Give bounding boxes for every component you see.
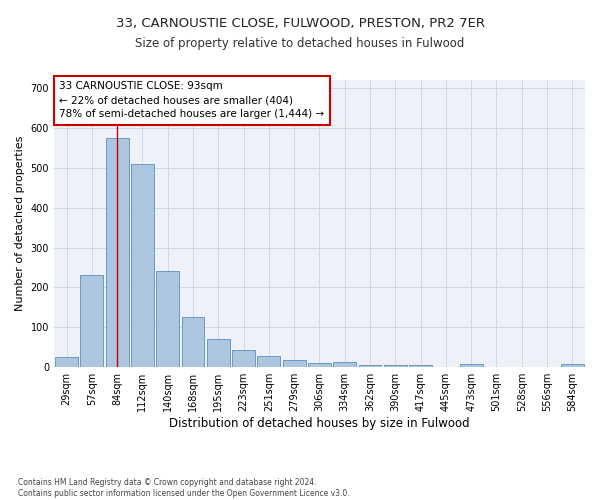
Bar (131, 164, 154, 367)
Text: Contains HM Land Registry data © Crown copyright and database right 2024.
Contai: Contains HM Land Registry data © Crown c… (18, 478, 350, 498)
Bar (409, 365, 432, 367)
X-axis label: Distribution of detached houses by size in Fulwood: Distribution of detached houses by size … (169, 417, 470, 430)
Bar (106, 138, 128, 367)
Bar (308, 363, 331, 367)
Bar (460, 364, 482, 367)
Bar (359, 365, 382, 367)
Bar (384, 365, 407, 367)
Bar (80, 276, 103, 367)
Bar (283, 360, 305, 367)
Bar (334, 362, 356, 367)
Bar (561, 364, 584, 367)
Bar (207, 340, 230, 367)
Bar (232, 350, 255, 367)
Bar (182, 318, 205, 367)
Bar (157, 272, 179, 367)
Bar (55, 357, 78, 367)
Text: 33, CARNOUSTIE CLOSE, FULWOOD, PRESTON, PR2 7ER: 33, CARNOUSTIE CLOSE, FULWOOD, PRESTON, … (115, 18, 485, 30)
Bar (257, 356, 280, 367)
Text: Size of property relative to detached houses in Fulwood: Size of property relative to detached ho… (136, 38, 464, 51)
Text: 33 CARNOUSTIE CLOSE: 93sqm
← 22% of detached houses are smaller (404)
78% of sem: 33 CARNOUSTIE CLOSE: 93sqm ← 22% of deta… (59, 82, 325, 120)
Y-axis label: Number of detached properties: Number of detached properties (15, 136, 25, 312)
